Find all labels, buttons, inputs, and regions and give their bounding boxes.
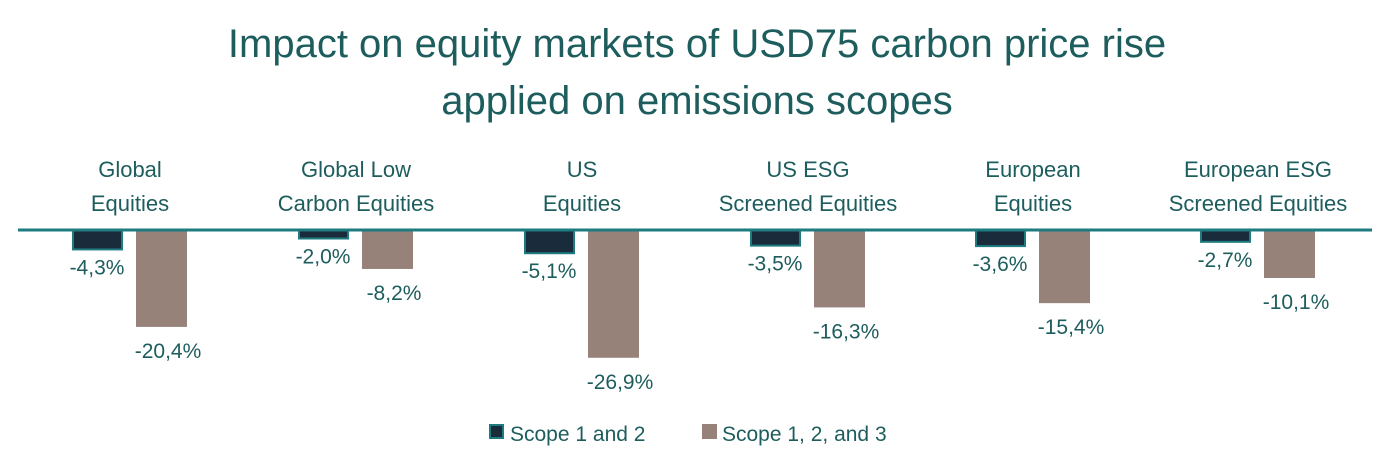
bar-scope-1-2 bbox=[975, 229, 1026, 248]
bar-scope-1-2 bbox=[72, 229, 123, 251]
category-label: Equities bbox=[994, 191, 1072, 216]
data-label: -20,4% bbox=[135, 340, 202, 363]
category-label: Global bbox=[98, 157, 162, 182]
bar-scope-1-2-3 bbox=[814, 230, 865, 308]
data-label: -5,1% bbox=[522, 260, 577, 283]
legend-swatch bbox=[702, 424, 717, 439]
bar-scope-1-2-3 bbox=[136, 230, 187, 327]
data-label: -26,9% bbox=[587, 371, 654, 394]
data-labels: -4,3% -2,0% -5,1% -3,5% -3,6% -2,7% -20,4% -8,2… bbox=[70, 246, 1330, 394]
chart-title-line-1: Impact on equity markets of USD75 carbon… bbox=[228, 22, 1166, 66]
legend-label: Scope 1, 2, and 3 bbox=[722, 423, 887, 446]
legend: Scope 1 and 2 Scope 1, 2, and 3 bbox=[489, 423, 887, 446]
bar-scope-1-2-3 bbox=[588, 230, 639, 358]
category-label: Carbon Equities bbox=[278, 191, 435, 216]
data-label: -3,5% bbox=[748, 253, 803, 276]
bar-scope-1-2 bbox=[1200, 229, 1251, 243]
bar-scope-1-2 bbox=[524, 229, 575, 255]
data-label: -10,1% bbox=[1263, 291, 1330, 314]
category-label: Screened Equities bbox=[719, 191, 898, 216]
chart-title-line-2: applied on emissions scopes bbox=[441, 79, 952, 123]
category-label: Screened Equities bbox=[1169, 191, 1348, 216]
data-label: -4,3% bbox=[70, 256, 125, 279]
category-label: US ESG bbox=[766, 157, 849, 182]
bar-scope-1-2-3 bbox=[1264, 230, 1315, 278]
category-labels: Global Equities Global Low Carbon Equities U… bbox=[91, 157, 1347, 216]
data-label: -2,0% bbox=[296, 246, 351, 269]
bar-scope-1-2-3 bbox=[362, 230, 413, 269]
category-label: Equities bbox=[543, 191, 621, 216]
category-label: US bbox=[567, 157, 598, 182]
data-label: -15,4% bbox=[1038, 316, 1105, 339]
bar-scope-1-2-3 bbox=[1039, 230, 1090, 304]
data-label: -8,2% bbox=[367, 282, 422, 305]
category-label: European bbox=[985, 157, 1080, 182]
legend-label: Scope 1 and 2 bbox=[510, 423, 645, 446]
legend-swatch bbox=[489, 424, 504, 439]
category-label: Global Low bbox=[301, 157, 411, 182]
category-label: Equities bbox=[91, 191, 169, 216]
category-label: European ESG bbox=[1184, 157, 1332, 182]
data-label: -16,3% bbox=[813, 320, 880, 343]
data-label: -3,6% bbox=[973, 253, 1028, 276]
bars bbox=[72, 229, 1315, 358]
bar-scope-1-2 bbox=[750, 229, 801, 247]
data-label: -2,7% bbox=[1198, 249, 1253, 272]
chart-title: Impact on equity markets of USD75 carbon… bbox=[228, 22, 1166, 123]
